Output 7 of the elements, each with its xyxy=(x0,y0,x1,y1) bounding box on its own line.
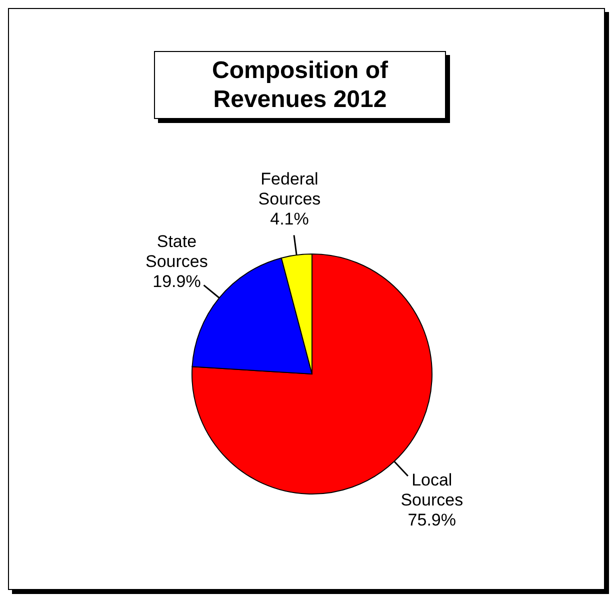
slice-label: Local Sources xyxy=(400,470,464,510)
data-label: 75.9% xyxy=(408,510,456,530)
slice-label: Federal Sources xyxy=(258,169,321,208)
data-label: 4.1% xyxy=(270,209,309,228)
chart-title: Composition of Revenues 2012 xyxy=(154,51,446,119)
data-label: 19.9% xyxy=(152,272,201,291)
slice-label: State Sources xyxy=(146,232,208,271)
